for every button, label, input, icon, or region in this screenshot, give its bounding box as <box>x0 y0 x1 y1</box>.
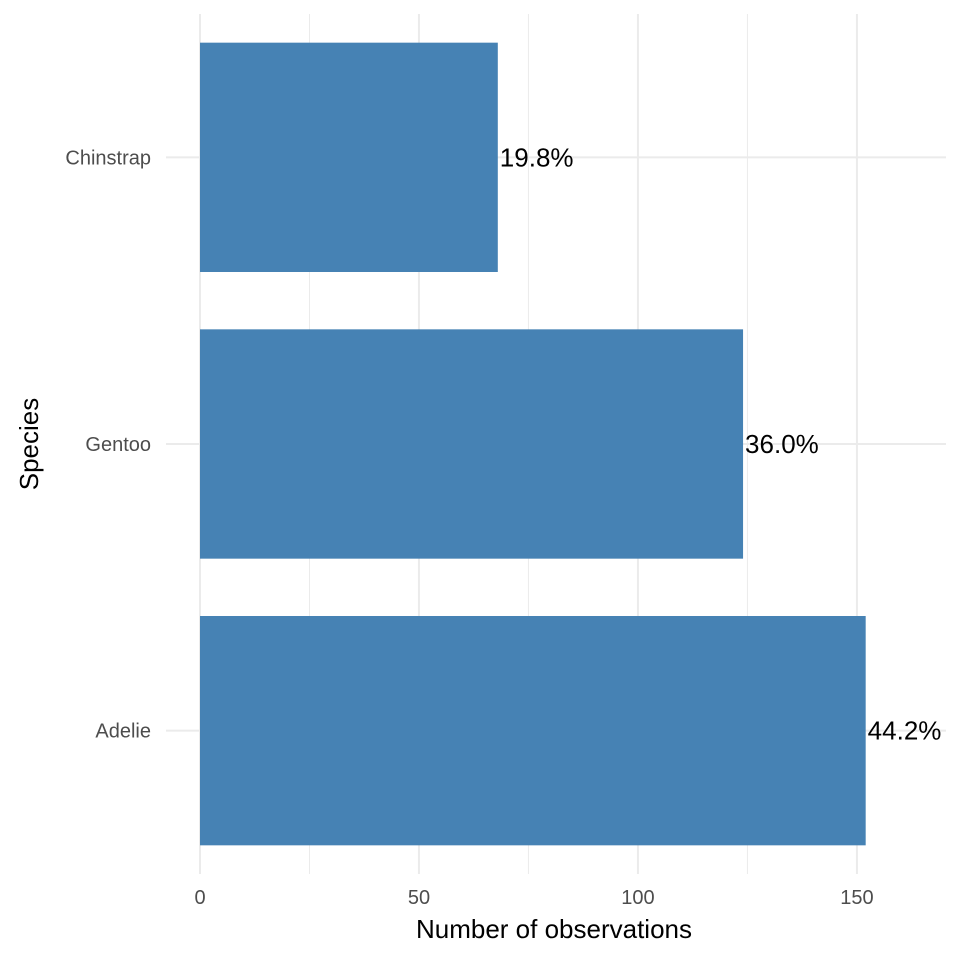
data-label-gentoo: 36.0% <box>745 429 819 459</box>
x-tick-label: 50 <box>408 887 430 909</box>
data-label-adelie: 44.2% <box>868 716 942 746</box>
x-axis-ticks: 0 50 100 150 <box>194 887 873 909</box>
bar-chinstrap <box>200 42 498 272</box>
y-tick-label-gentoo: Gentoo <box>85 434 151 456</box>
bar-adelie <box>200 616 866 846</box>
x-tick-label: 100 <box>621 887 654 909</box>
x-tick-label: 0 <box>194 887 205 909</box>
x-axis-title: Number of observations <box>416 914 692 944</box>
data-label-chinstrap: 19.8% <box>500 142 574 172</box>
x-tick-label: 150 <box>840 887 873 909</box>
bar-gentoo <box>200 329 744 559</box>
bars <box>200 42 866 846</box>
data-labels: 44.2% 36.0% 19.8% <box>500 142 942 745</box>
y-axis-ticks: Adelie Gentoo Chinstrap <box>65 147 151 742</box>
y-tick-label-chinstrap: Chinstrap <box>65 147 151 169</box>
y-tick-label-adelie: Adelie <box>95 721 151 743</box>
y-axis-title: Species <box>14 398 44 491</box>
